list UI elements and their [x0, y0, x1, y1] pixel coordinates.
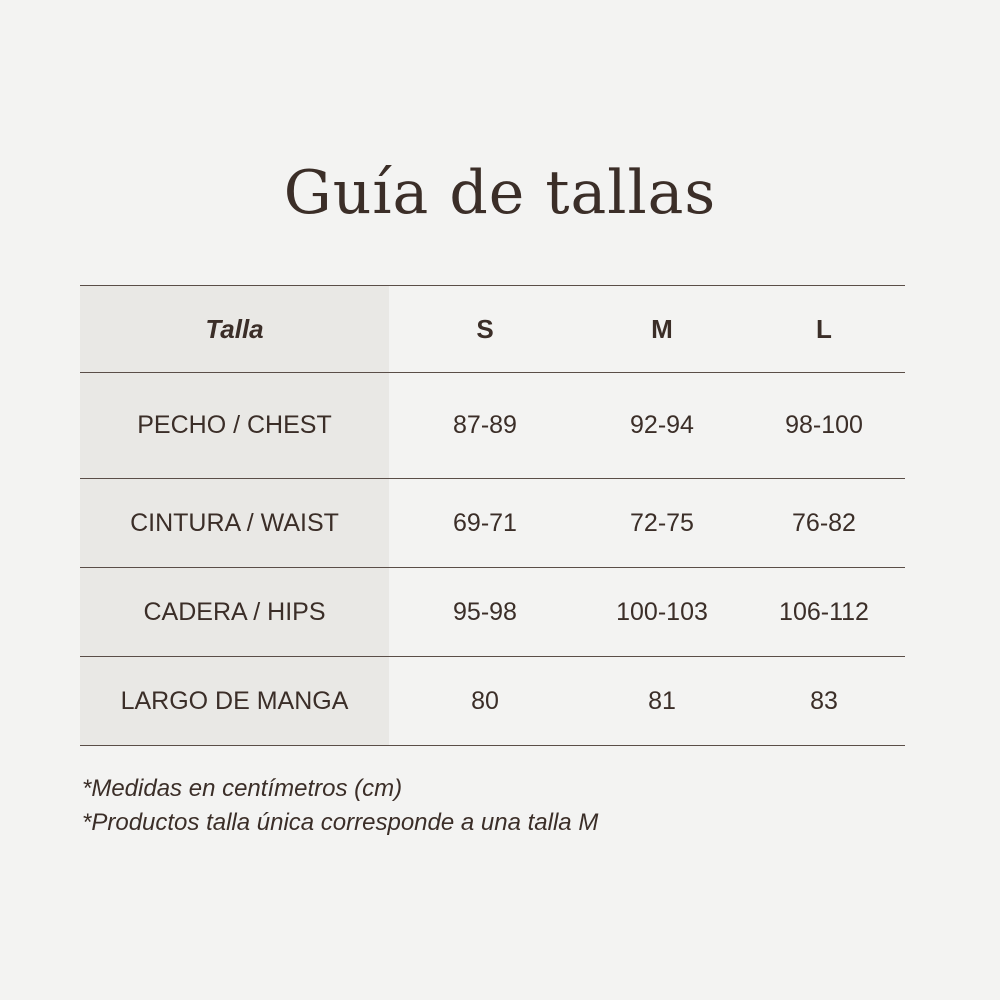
- cell-s: 95-98: [453, 597, 517, 626]
- cell-s: 80: [471, 686, 499, 715]
- page-title: Guía de tallas: [283, 158, 717, 228]
- row-label: CINTURA / WAIST: [80, 479, 389, 567]
- table-row: CINTURA / WAIST 69-71 72-75 76-82: [80, 478, 905, 567]
- table-row: PECHO / CHEST 87-89 92-94 98-100: [80, 372, 905, 478]
- cell-l: 76-82: [792, 508, 856, 537]
- cell-m: 81: [648, 686, 676, 715]
- cell-l: 106-112: [779, 597, 869, 626]
- header-talla: Talla: [80, 286, 389, 372]
- footnote-one-size: *Productos talla única corresponde a una…: [82, 809, 599, 836]
- cell-s: 87-89: [453, 411, 517, 439]
- cell-m: 72-75: [630, 508, 694, 537]
- table-row: CADERA / HIPS 95-98 100-103 106-112: [80, 567, 905, 656]
- row-label: LARGO DE MANGA: [80, 657, 389, 745]
- cell-m: 92-94: [630, 411, 694, 439]
- header-l: L: [816, 313, 832, 344]
- footnotes: *Medidas en centímetros (cm) *Productos …: [82, 772, 598, 840]
- header-m: M: [651, 313, 673, 344]
- cell-s: 69-71: [453, 508, 517, 537]
- table-header-row: Talla S M L: [80, 285, 905, 372]
- footnote-units: *Medidas en centímetros (cm): [82, 775, 403, 802]
- row-label: PECHO / CHEST: [80, 373, 389, 478]
- row-label: CADERA / HIPS: [80, 568, 389, 656]
- cell-l: 83: [810, 686, 838, 715]
- size-table: Talla S M L PECHO / CHEST 87-89 92-94 98…: [80, 285, 905, 746]
- cell-l: 98-100: [785, 411, 863, 439]
- cell-m: 100-103: [616, 597, 708, 626]
- header-s: S: [476, 313, 494, 344]
- table-row: LARGO DE MANGA 80 81 83: [80, 656, 905, 746]
